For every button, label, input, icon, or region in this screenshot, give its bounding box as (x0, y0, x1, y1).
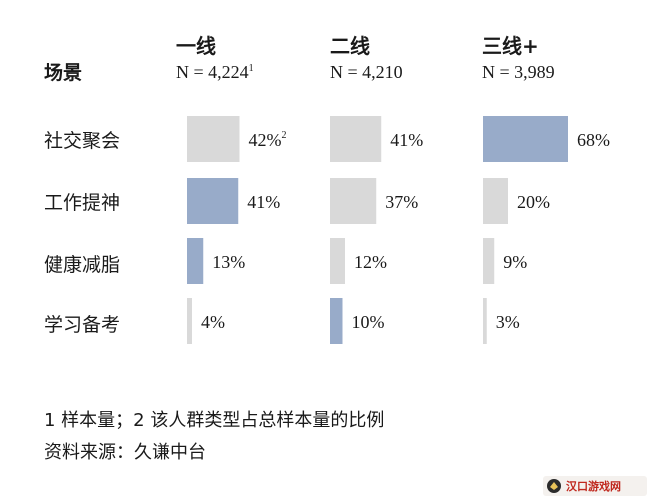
bar-0-2 (483, 116, 568, 162)
bar-value-label-1-1: 37% (385, 192, 418, 212)
footnote-line-1: 1 样本量；2 该人群类型占总样本量的比例 (44, 410, 385, 431)
bar-value-label-1-0: 41% (247, 192, 280, 212)
watermark-text: 汉口游戏网 (566, 480, 621, 493)
bar-2-0 (187, 238, 204, 284)
bar-value-label-0-1: 41% (390, 130, 423, 150)
bar-2-2 (483, 238, 495, 284)
bar-1-1 (330, 178, 377, 224)
sample-size-tier2: N = 4,210 (330, 62, 403, 82)
bar-3-2 (483, 298, 487, 344)
row-header: 场景 (44, 62, 83, 84)
bar-3-0 (187, 298, 192, 344)
bar-value-label-3-1: 10% (352, 312, 385, 332)
bar-value-label-3-0: 4% (201, 312, 225, 332)
bar-3-1 (330, 298, 343, 344)
bar-value-label-0-2: 68% (577, 130, 610, 150)
watermark-logo: 汉口游戏网 (543, 476, 647, 496)
bar-value-label-1-2: 20% (517, 192, 550, 212)
sample-size-tier1: N = 4,2241 (176, 62, 254, 83)
sample-size-tier3: N = 3,989 (482, 62, 555, 82)
bar-1-0 (187, 178, 239, 224)
series-header-tier2: 二线 (330, 34, 370, 58)
category-label-social: 社交聚会 (44, 130, 121, 152)
watermark-emblem-icon (547, 479, 561, 493)
sample-size-tier1-text: N = 4,224 (176, 62, 249, 82)
series-header-tier3: 三线+ (482, 34, 539, 58)
bar-value-label-2-2: 9% (503, 252, 527, 272)
bar-value-label-2-1: 12% (354, 252, 387, 272)
sample-size-footnote-mark: 1 (248, 63, 254, 74)
category-label-work: 工作提神 (44, 192, 121, 214)
category-label-study: 学习备考 (44, 314, 121, 336)
series-header-tier1: 一线 (176, 34, 216, 58)
bar-value-label-2-0: 13% (212, 252, 245, 272)
bar-0-0 (187, 116, 240, 162)
category-label-health: 健康减脂 (44, 254, 121, 276)
bar-value-label-0-0: 42%2 (249, 130, 287, 150)
footnote-line-2: 资料来源：久谦中台 (44, 442, 206, 463)
bar-1-2 (483, 178, 508, 224)
bar-2-1 (330, 238, 345, 284)
share-footnote-mark: 2 (282, 130, 287, 141)
bar-value-label-3-2: 3% (496, 312, 520, 332)
bar-chart: 42%2 41% 68% 41% 37% 20% 13% 12% 9% 4% 10% 3% (187, 116, 610, 344)
bar-0-1 (330, 116, 382, 162)
